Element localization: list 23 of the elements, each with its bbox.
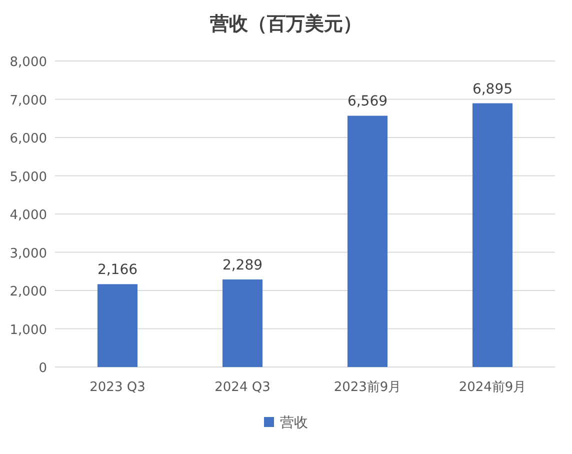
y-tick-label: 5,000	[10, 170, 47, 185]
text: 2,166	[97, 262, 138, 278]
x-tick-label: 2024前9月	[458, 380, 526, 395]
bar	[98, 284, 138, 367]
legend-label: 营收	[280, 415, 308, 431]
y-tick-label: 0	[38, 361, 47, 376]
y-tick-label: 1,000	[10, 322, 47, 338]
text: 6,569	[347, 94, 388, 110]
y-tick-label: 8,000	[10, 55, 47, 70]
x-tick-label: 2024 Q3	[214, 380, 270, 395]
y-tick-label: 3,000	[10, 246, 47, 262]
chart-title: 营收（百万美元）	[209, 13, 362, 35]
x-tick-label: 2023 Q3	[90, 380, 146, 395]
y-tick-label: 6,000	[10, 132, 47, 146]
text: 6,895	[472, 81, 513, 98]
bar	[472, 103, 512, 367]
bar	[348, 116, 388, 367]
y-tick-label: 4,000	[10, 208, 47, 223]
text: 2,289	[222, 257, 263, 274]
x-tick-label: 2023前9月	[334, 380, 402, 395]
y-tick-label: 7,000	[10, 93, 47, 108]
y-tick-label: 2,000	[10, 284, 47, 300]
bar	[222, 279, 262, 367]
